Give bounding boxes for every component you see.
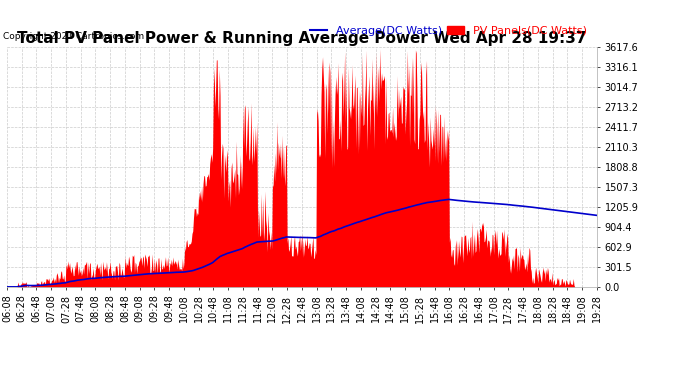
Text: Copyright 2021 Cartronics.com: Copyright 2021 Cartronics.com — [3, 32, 145, 41]
Title: Total PV Panel Power & Running Average Power Wed Apr 28 19:37: Total PV Panel Power & Running Average P… — [17, 31, 586, 46]
Legend: Average(DC Watts), PV Panels(DC Watts): Average(DC Watts), PV Panels(DC Watts) — [306, 21, 591, 40]
